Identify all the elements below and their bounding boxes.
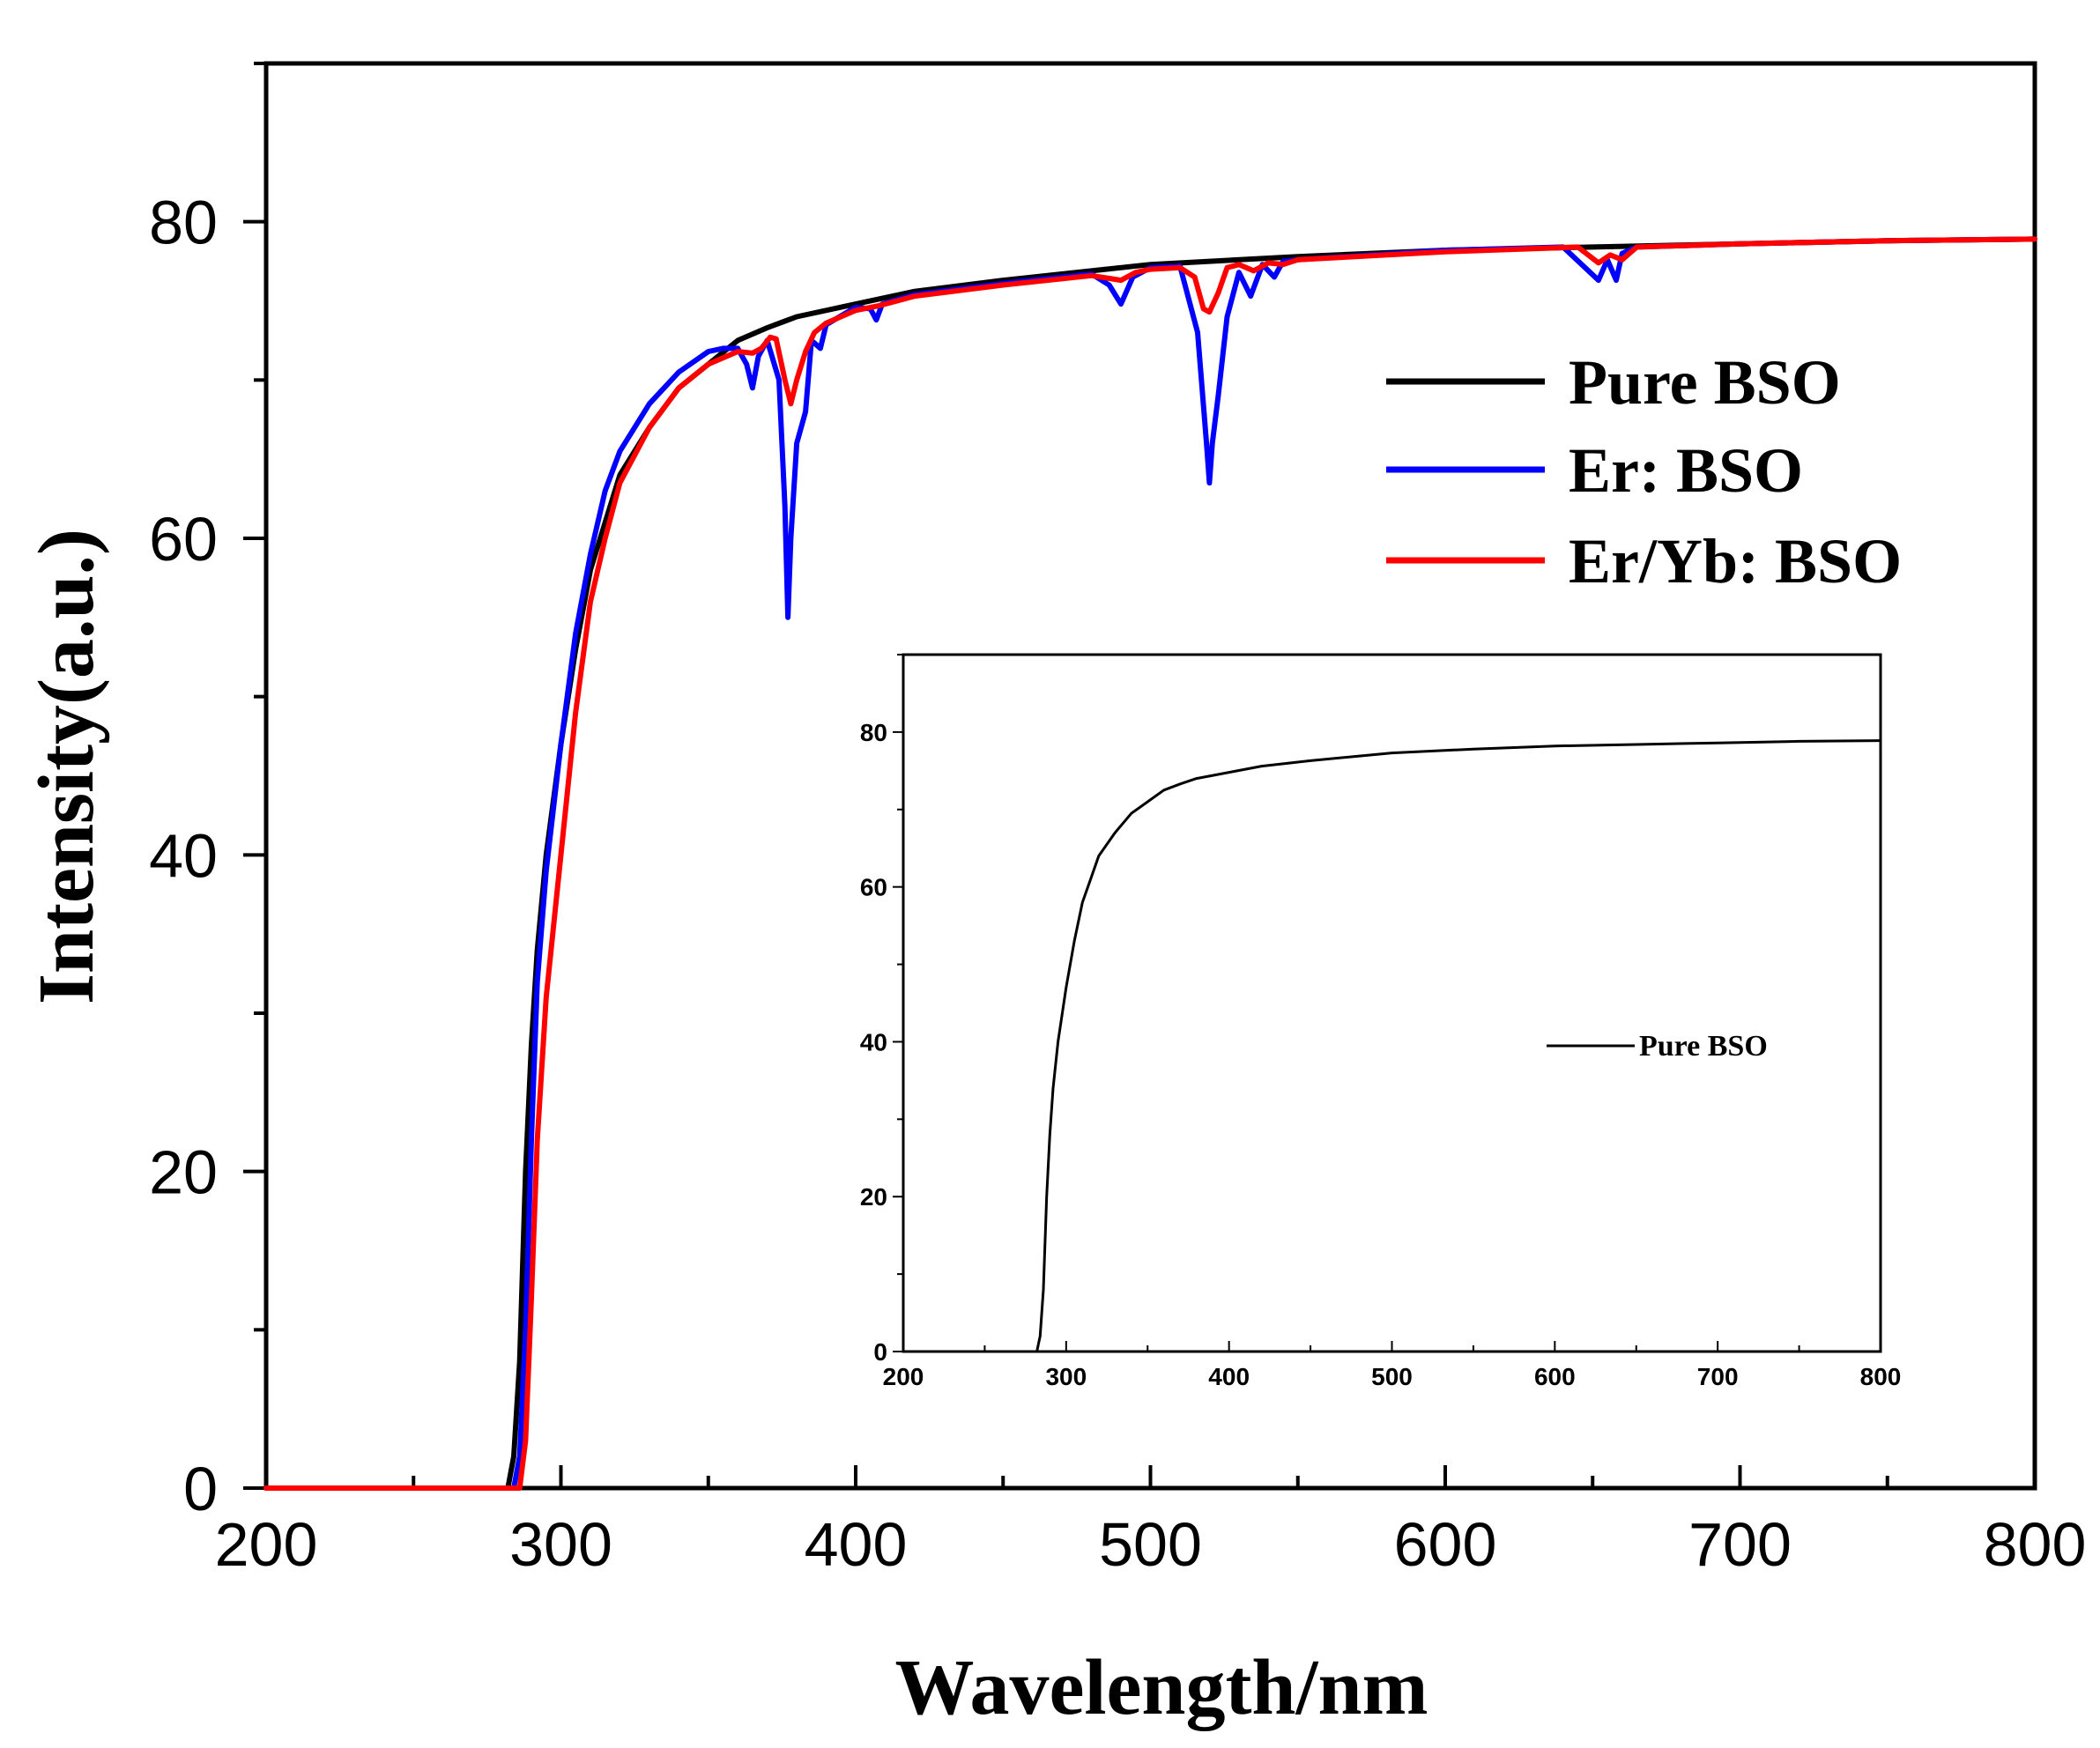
inset-plot-frame xyxy=(902,653,1882,1353)
y-axis-title: Intensity(a.u.) xyxy=(23,529,110,1004)
inset-y-tick-label-60: 60 xyxy=(860,874,887,901)
main-legend: Pure BSO Er: BSO Er/Yb: BSO xyxy=(1386,347,1902,596)
inset-series-line-pure-bso xyxy=(902,739,1882,1353)
inset-y-tick-label-20: 20 xyxy=(860,1183,887,1211)
main-series-line-er-yb-bso xyxy=(263,236,2037,1491)
main-y-tick-label-80: 80 xyxy=(149,189,218,257)
inset-x-tick-label-300: 300 xyxy=(1045,1363,1087,1390)
inset-ticks xyxy=(893,654,1881,1352)
main-x-tick-label-200: 200 xyxy=(215,1510,318,1579)
inset-y-tick-label-80: 80 xyxy=(860,719,887,746)
inset-x-tick-label-200: 200 xyxy=(883,1363,924,1390)
legend-label-pure-bso: Pure BSO xyxy=(1569,347,1841,418)
inset-chart: 200 300 400 500 600 700 800 0 20 40 60 80 Pure BSO xyxy=(860,653,1902,1390)
main-y-tick-label-20: 20 xyxy=(149,1138,218,1207)
inset-x-tick-label-600: 600 xyxy=(1534,1363,1576,1390)
inset-y-tick-label-40: 40 xyxy=(860,1028,887,1055)
main-y-tick-label-60: 60 xyxy=(149,505,218,574)
legend-label-er-yb-bso: Er/Yb: BSO xyxy=(1569,526,1902,596)
inset-x-tick-label-400: 400 xyxy=(1208,1363,1250,1390)
legend-label-er-bso: Er: BSO xyxy=(1569,435,1803,506)
main-x-tick-label-500: 500 xyxy=(1099,1510,1202,1579)
main-x-tick-label-800: 800 xyxy=(1984,1510,2087,1579)
inset-legend-label-pure-bso: Pure BSO xyxy=(1639,1030,1768,1063)
main-x-tick-label-400: 400 xyxy=(805,1510,908,1579)
main-y-tick-label-0: 0 xyxy=(183,1455,218,1523)
x-axis-title: Wavelength/nm xyxy=(894,1644,1428,1731)
main-x-tick-label-300: 300 xyxy=(509,1510,612,1579)
inset-x-tick-label-700: 700 xyxy=(1697,1363,1739,1390)
inset-series xyxy=(902,739,1882,1353)
inset-x-tick-label-800: 800 xyxy=(1860,1363,1902,1390)
main-x-tick-label-600: 600 xyxy=(1394,1510,1497,1579)
main-ticks xyxy=(243,62,2037,1490)
main-x-tick-label-700: 700 xyxy=(1688,1510,1792,1579)
inset-x-tick-label-500: 500 xyxy=(1371,1363,1413,1390)
inset-tick-labels: 200 300 400 500 600 700 800 0 20 40 60 80 xyxy=(860,719,1902,1390)
main-series xyxy=(263,236,2037,1491)
inset-y-tick-label-0: 0 xyxy=(873,1338,887,1366)
main-y-tick-label-40: 40 xyxy=(149,821,218,890)
